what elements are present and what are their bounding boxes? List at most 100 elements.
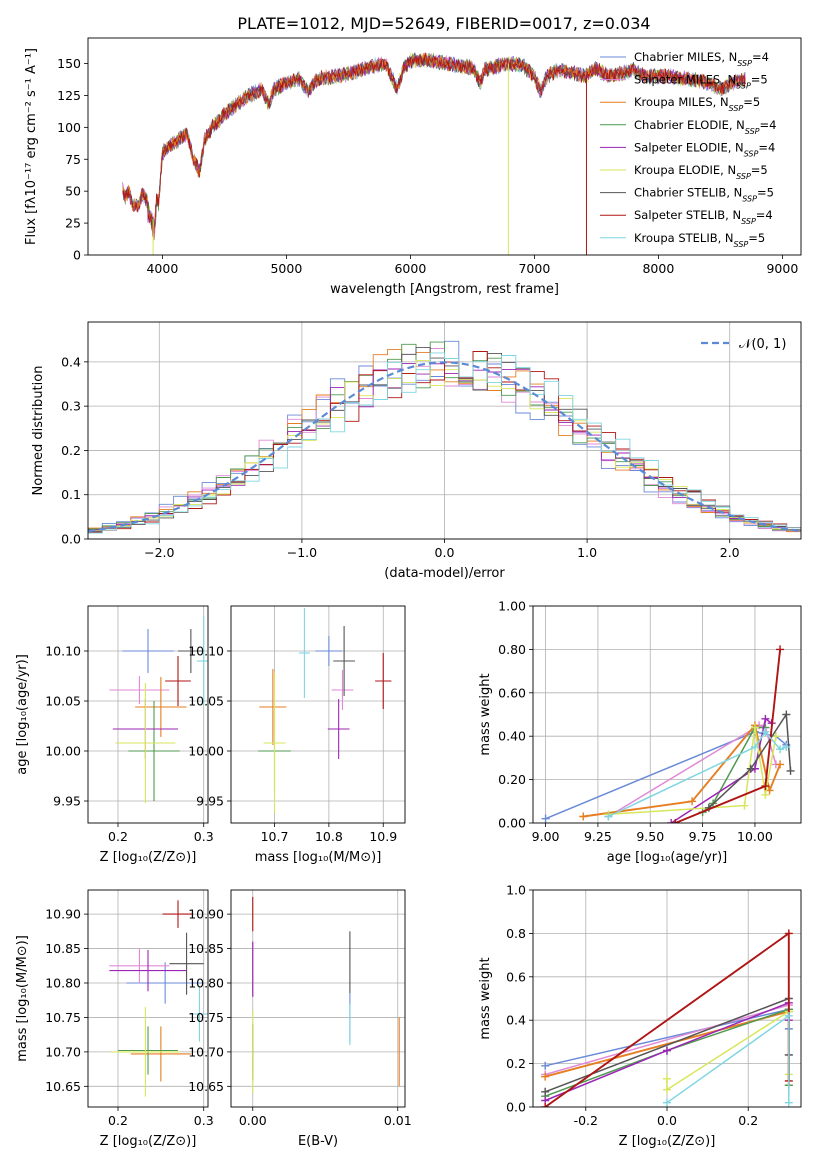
- weight-marker: [663, 1046, 671, 1055]
- x-tick-label: 4000: [146, 261, 178, 276]
- weight-marker: [776, 745, 785, 754]
- errorbar-point-2: [331, 670, 354, 710]
- weight-marker: [784, 929, 793, 938]
- legend-value: =4: [752, 50, 769, 64]
- legend-label: Chabrier ELODIE, NSSP=4: [634, 118, 776, 136]
- legend-label: Kroupa ELODIE, NSSP=5: [634, 163, 768, 181]
- x-tick-label: 0.2: [108, 1113, 128, 1128]
- weight-marker: [782, 710, 791, 719]
- weight-marker: [667, 819, 676, 823]
- y-tick-label: 75: [65, 152, 81, 167]
- x-tick-label: 1.0: [577, 545, 597, 560]
- errorbar-point-6: [115, 683, 176, 803]
- y-tick-label: 10.90: [188, 907, 224, 922]
- errorbar-point-2: [109, 948, 170, 983]
- panel-mass-vs-ebv: 0.00 0.01 10.65 10.70 10.75 10.80 10.85 10.90 E(…: [188, 889, 412, 1149]
- weight-marker: [784, 1011, 793, 1020]
- weight-marker: [663, 1085, 671, 1094]
- y-tick-label: 0.80: [498, 642, 526, 657]
- legend-label: Salpeter STELIB, NSSP=4: [634, 208, 773, 226]
- x-tick-label: −2.0: [144, 545, 174, 560]
- legend-subscript: SSP: [734, 239, 749, 248]
- y-tick-label: 10.80: [188, 976, 224, 991]
- y-tick-label: 0.60: [498, 685, 526, 700]
- legend-subscript: SSP: [745, 126, 760, 135]
- y-tick-label: 10.80: [45, 976, 81, 991]
- weight-marker: [663, 1098, 671, 1107]
- legend-label: Chabrier MILES, NSSP=4: [634, 50, 769, 68]
- x-tick-label: 10.9: [369, 829, 397, 844]
- y-tick-label: 10.85: [45, 941, 81, 956]
- x-tick-label: 0.3: [194, 829, 214, 844]
- x-axis-label: Z [log₁₀(Z/Z⊙)]: [100, 1134, 197, 1149]
- weight-marker: [761, 727, 770, 736]
- weight-marker: [579, 812, 588, 821]
- legend-value: =5: [743, 95, 760, 109]
- legend-value: =5: [751, 73, 768, 87]
- y-tick-label: 0.00: [498, 816, 526, 831]
- y-axis-label: mass weight: [478, 673, 493, 755]
- y-axis-label: mass weight: [478, 957, 493, 1039]
- errorbar-point-1: [122, 629, 174, 673]
- x-tick-label: 0.2: [738, 1113, 758, 1128]
- y-tick-label: 10.00: [45, 744, 81, 759]
- weight-marker: [688, 797, 697, 806]
- plot-area: [533, 606, 801, 823]
- x-tick-label: 8000: [642, 261, 674, 276]
- legend-value: =4: [756, 208, 773, 222]
- errorbar-point-8: [165, 656, 191, 706]
- plot-area: [231, 606, 405, 823]
- y-tick-label: 10.90: [45, 907, 81, 922]
- legend-subscript: SSP: [736, 172, 751, 181]
- weight-marker: [761, 714, 770, 723]
- x-axis-label: wavelength [Angstrom, rest frame]: [330, 282, 559, 297]
- panel-mass-vs-Z: 0.2 0.3 10.65 10.70 10.75 10.80 10.85 10.90 Z [l…: [15, 889, 214, 1149]
- errorbar-point-5: [327, 699, 350, 759]
- weight-marker: [663, 1074, 671, 1083]
- weight-marker: [784, 1098, 793, 1107]
- legend-subscript: SSP: [744, 149, 759, 158]
- legend-value: =5: [757, 186, 774, 200]
- y-tick-label: 10.75: [188, 1010, 224, 1025]
- weight-marker: [776, 760, 785, 769]
- errorbar-point-6: [263, 673, 286, 813]
- legend-label: 𝒩(0, 1): [739, 337, 786, 352]
- errorbar-point-8: [162, 900, 194, 928]
- weight-marker: [750, 723, 759, 732]
- panel-weight-vs-age: 9.00 9.25 9.50 9.75 10.00 0.00 0.20 0.40 0.60 0.8…: [478, 599, 802, 865]
- axes-frame: [87, 605, 209, 824]
- legend-value: =4: [758, 140, 775, 154]
- legend-value: =4: [760, 118, 777, 132]
- y-tick-label: 100: [57, 120, 81, 135]
- weight-marker: [746, 764, 755, 773]
- panel-residuals: −2.0 −1.0 0.0 1.0 2.0 0.0 0.1 0.2 0.3 0.4 (data-mo…: [31, 321, 802, 581]
- panel-weight-vs-Z: -0.2 0.0 0.2 0.0 0.2 0.4 0.6 0.8 1.0 Z [log₁₀(Z/Z…: [478, 883, 802, 1149]
- weight-marker: [541, 1072, 550, 1081]
- legend-value: =5: [751, 163, 768, 177]
- y-tick-label: 9.95: [196, 794, 224, 809]
- errorbar-point-8: [375, 653, 392, 709]
- plot-area: [88, 606, 208, 823]
- errorbar-point-9: [196, 616, 208, 706]
- x-axis-label: mass [log₁₀(M/M⊙)]: [255, 850, 382, 865]
- y-tick-label: 0.2: [61, 443, 81, 458]
- y-tick-label: 1.00: [498, 599, 526, 614]
- y-tick-label: 0.20: [498, 772, 526, 787]
- weight-marker: [761, 790, 770, 799]
- legend-label: Kroupa STELIB, NSSP=5: [634, 231, 765, 249]
- x-tick-label: 7000: [518, 261, 550, 276]
- x-tick-label: 0.0: [435, 545, 455, 560]
- x-tick-label: 9.75: [689, 829, 717, 844]
- legend-label: Salpeter MILES, NSSP=5: [634, 73, 768, 91]
- weight-marker: [541, 1103, 550, 1107]
- x-tick-label: 0.0: [657, 1113, 677, 1128]
- axes-frame: [87, 37, 802, 256]
- y-tick-label: 10.70: [45, 1044, 81, 1059]
- y-tick-label: 0.0: [61, 532, 81, 547]
- weight-marker: [782, 743, 791, 752]
- errorbar-point-9: [189, 986, 208, 1042]
- errorbar-point-1: [315, 636, 343, 666]
- errorbar-point-7: [333, 626, 355, 696]
- legend-subscript: SSP: [742, 194, 757, 203]
- legend-subscript: SSP: [741, 217, 756, 226]
